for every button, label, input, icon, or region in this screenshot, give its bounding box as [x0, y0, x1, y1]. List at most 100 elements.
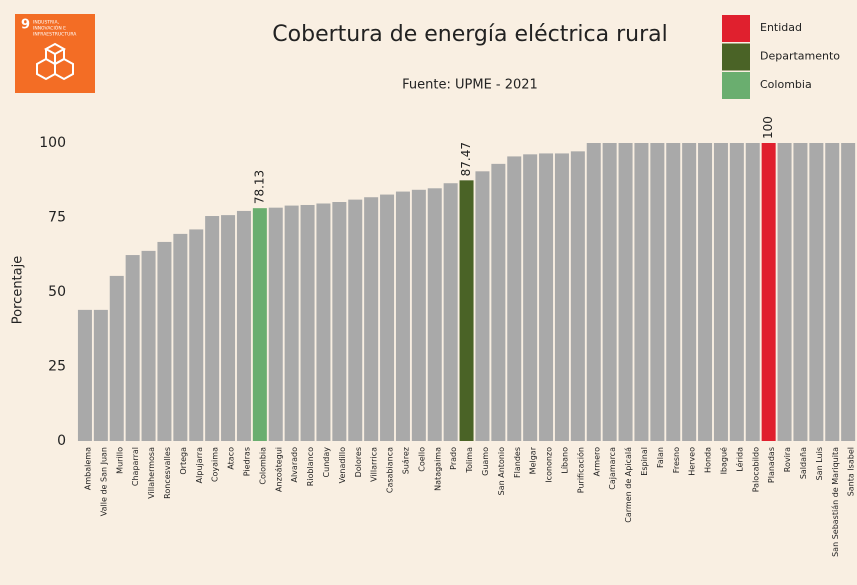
x-tick-label: Palocabildo: [751, 447, 760, 492]
x-tick-label: Armero: [592, 447, 601, 476]
data-label: 100: [761, 116, 775, 139]
x-tick-label: Purificación: [575, 447, 585, 493]
x-tick-label: Carmen de Apicalá: [624, 447, 633, 523]
bar: [157, 241, 172, 441]
legend-swatch: [722, 43, 750, 71]
x-tick-label: Ibagué: [718, 447, 728, 474]
x-tick-label: Espinal: [640, 447, 649, 476]
x-tick-label: Santa Isabel: [847, 447, 856, 496]
bar: [316, 203, 331, 441]
y-tick-label: 75: [48, 210, 66, 226]
bar: [618, 143, 633, 441]
logo-text: INDUSTRIA,: [33, 20, 59, 26]
bar: [761, 143, 776, 441]
bar: [125, 255, 140, 441]
y-axis-label: Porcentaje: [11, 256, 26, 324]
x-tick-label: Herveo: [688, 447, 697, 476]
x-tick-label: San Antonio: [497, 447, 506, 495]
data-label: 87.47: [459, 142, 473, 176]
bar: [284, 205, 299, 441]
bar: [427, 188, 442, 441]
bar: [443, 183, 458, 442]
y-tick-label: 100: [39, 135, 66, 151]
bar: [475, 171, 490, 441]
bar: [300, 204, 315, 441]
bar: [777, 143, 792, 441]
bar: [666, 143, 681, 441]
logo-icon: [36, 42, 74, 81]
x-tick-label: San Sebastián de Mariquita: [831, 447, 840, 557]
bar: [507, 156, 522, 441]
x-tick-label: Suárez: [401, 447, 410, 474]
x-tick-label: Valle de San Juan: [99, 447, 108, 516]
x-tick-label: San Luis: [815, 447, 824, 480]
x-tick-label: Rioblanco: [306, 447, 315, 486]
x-tick-label: Saldaña: [799, 447, 808, 479]
bar: [841, 143, 856, 441]
legend-swatch: [722, 72, 750, 99]
x-tick-label: Alpujarra: [195, 447, 204, 483]
bar: [252, 208, 267, 441]
bar: [825, 143, 840, 441]
logo-text: INFRAESTRUCTURA: [33, 32, 77, 38]
x-tick-label: Murillo: [115, 447, 124, 474]
legend-label: Departamento: [760, 50, 840, 63]
bar: [602, 143, 617, 441]
x-tick-label: Chaparral: [131, 447, 140, 486]
x-tick-label: Líbano: [560, 447, 569, 474]
x-tick-label: Prado: [449, 447, 458, 470]
x-tick-label: Planadas: [767, 447, 776, 483]
x-tick-label: Dolores: [354, 447, 363, 477]
bar: [459, 180, 474, 441]
bar: [729, 143, 744, 441]
x-tick-label: Lérida: [734, 447, 744, 472]
y-tick-label: 50: [48, 284, 66, 300]
x-tick-label: Casabianca: [386, 447, 395, 493]
chart-subtitle: Fuente: UPME - 2021: [402, 78, 538, 93]
bar: [713, 143, 728, 441]
x-tick-label: Tolima: [465, 447, 474, 474]
y-tick-label: 0: [57, 433, 66, 449]
x-tick-label: Natagaima: [433, 447, 442, 491]
bar: [189, 229, 204, 441]
x-tick-label: Flandes: [513, 447, 522, 478]
x-tick-label: Ambalema: [83, 447, 92, 490]
bar: [745, 143, 760, 441]
data-label: 78.13: [252, 170, 266, 204]
bar: [809, 143, 824, 441]
x-tick-label: Anzoátegui: [274, 447, 283, 492]
bar: [539, 153, 554, 441]
bar: [236, 210, 251, 441]
bar: [411, 189, 426, 441]
bar: [523, 154, 538, 441]
bar: [173, 233, 188, 441]
bar: [650, 143, 665, 441]
bar: [332, 202, 347, 441]
bar: [395, 191, 410, 441]
x-tick-label: Venadillo: [338, 447, 347, 483]
legend-label: Colombia: [760, 78, 812, 91]
x-tick-label: Guamo: [481, 447, 490, 476]
bar: [348, 199, 363, 441]
x-tick-label: Icononzo: [545, 447, 554, 483]
bar: [491, 163, 506, 442]
bar: [698, 143, 713, 441]
bar: [93, 309, 108, 441]
x-tick-label: Villarrica: [370, 447, 379, 482]
bar: [793, 143, 808, 441]
bar: [221, 215, 236, 441]
x-tick-label: Ataco: [227, 447, 236, 470]
x-tick-label: Ortega: [179, 447, 188, 475]
logo-number: 9: [21, 18, 30, 33]
legend-label: Entidad: [760, 21, 802, 34]
x-tick-label: Rovira: [783, 447, 792, 472]
x-tick-label: Melgar: [529, 446, 538, 474]
bar: [682, 143, 697, 441]
bar: [141, 250, 156, 441]
x-tick-label: Roncesvalles: [163, 447, 172, 499]
bar: [77, 309, 92, 441]
x-tick-label: Falan: [656, 447, 665, 468]
x-tick-label: Alvarado: [290, 447, 299, 483]
bar: [554, 153, 569, 441]
